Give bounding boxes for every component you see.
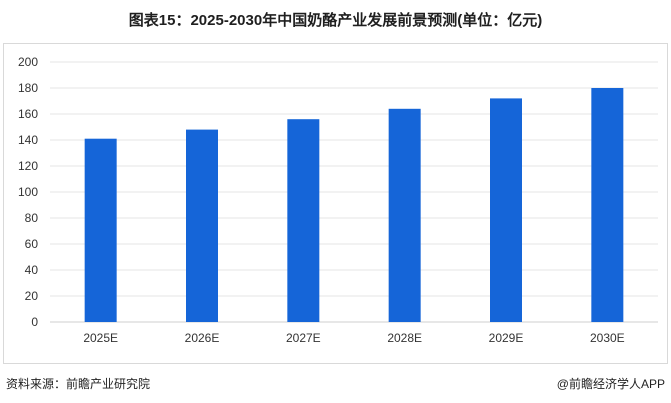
chart-frame: 0 20 40 60 80 100 120 140 160 180 200 2025E 2026E 20… [3, 43, 668, 364]
y-axis-ticks: 0 20 40 60 80 100 120 140 160 180 200 [18, 55, 38, 329]
x-axis-ticks: 2025E 2026E 2027E 2028E 2029E 2030E [83, 331, 624, 345]
bar-2026E [186, 129, 218, 322]
y-tick-label: 20 [25, 289, 39, 303]
y-tick-label: 60 [25, 237, 39, 251]
chart-title: 图表15：2025-2030年中国奶酪产业发展前景预测(单位：亿元) [128, 12, 543, 29]
x-tick-label: 2028E [387, 331, 422, 345]
y-tick-label: 160 [18, 107, 38, 121]
brand-credit: @前瞻经济学人APP [556, 377, 665, 391]
x-tick-label: 2026E [185, 331, 220, 345]
y-tick-label: 40 [25, 263, 39, 277]
grid-lines [50, 61, 658, 323]
source-note: 资料来源：前瞻产业研究院 [6, 377, 151, 391]
bar-2025E [84, 138, 117, 322]
y-tick-label: 140 [18, 133, 38, 147]
y-tick-label: 0 [31, 315, 38, 329]
bar-2030E [591, 88, 624, 322]
x-tick-label: 2029E [489, 331, 524, 345]
x-tick-label: 2027E [286, 331, 321, 345]
bar-2029E [490, 98, 522, 323]
x-tick-label: 2025E [83, 331, 118, 345]
bar-2027E [287, 119, 320, 322]
x-tick-label: 2030E [590, 331, 625, 345]
y-tick-label: 100 [18, 185, 38, 199]
y-tick-label: 80 [25, 211, 39, 225]
bar-series [84, 88, 624, 323]
y-tick-label: 200 [18, 55, 38, 69]
bar-2028E [388, 108, 421, 322]
y-tick-label: 120 [18, 159, 38, 173]
y-tick-label: 180 [18, 81, 38, 95]
